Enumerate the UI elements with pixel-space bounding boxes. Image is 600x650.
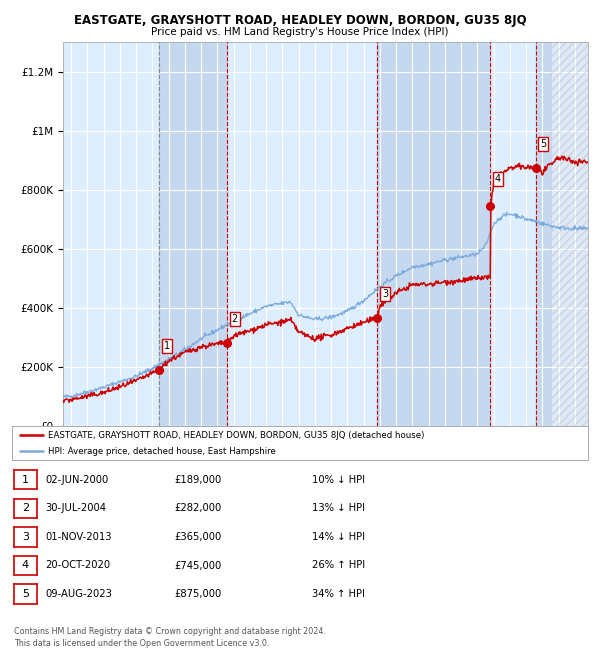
Text: £365,000: £365,000 — [174, 532, 221, 542]
Text: 5: 5 — [22, 589, 29, 599]
Text: 2: 2 — [232, 314, 238, 324]
Text: 01-NOV-2013: 01-NOV-2013 — [45, 532, 112, 542]
Text: Price paid vs. HM Land Registry's House Price Index (HPI): Price paid vs. HM Land Registry's House … — [151, 27, 449, 37]
Text: 14% ↓ HPI: 14% ↓ HPI — [312, 532, 365, 542]
Text: 10% ↓ HPI: 10% ↓ HPI — [312, 474, 365, 485]
Text: 34% ↑ HPI: 34% ↑ HPI — [312, 589, 365, 599]
Text: £875,000: £875,000 — [174, 589, 221, 599]
Text: 1: 1 — [22, 474, 29, 485]
Text: 09-AUG-2023: 09-AUG-2023 — [45, 589, 112, 599]
Text: 02-JUN-2000: 02-JUN-2000 — [45, 474, 108, 485]
Text: 13% ↓ HPI: 13% ↓ HPI — [312, 503, 365, 514]
Text: 4: 4 — [22, 560, 29, 571]
Text: 2: 2 — [22, 503, 29, 514]
Text: 20-OCT-2020: 20-OCT-2020 — [45, 560, 110, 571]
Bar — [551, 42, 591, 426]
Text: 3: 3 — [22, 532, 29, 542]
Text: HPI: Average price, detached house, East Hampshire: HPI: Average price, detached house, East… — [48, 447, 275, 456]
Bar — [159, 42, 227, 426]
Text: EASTGATE, GRAYSHOTT ROAD, HEADLEY DOWN, BORDON, GU35 8JQ (detached house): EASTGATE, GRAYSHOTT ROAD, HEADLEY DOWN, … — [48, 431, 424, 440]
Text: £189,000: £189,000 — [174, 474, 221, 485]
Text: Contains HM Land Registry data © Crown copyright and database right 2024.
This d: Contains HM Land Registry data © Crown c… — [14, 627, 326, 648]
Text: 26% ↑ HPI: 26% ↑ HPI — [312, 560, 365, 571]
Text: 3: 3 — [382, 289, 388, 300]
Text: £282,000: £282,000 — [174, 503, 221, 514]
Text: EASTGATE, GRAYSHOTT ROAD, HEADLEY DOWN, BORDON, GU35 8JQ: EASTGATE, GRAYSHOTT ROAD, HEADLEY DOWN, … — [74, 14, 526, 27]
Text: 30-JUL-2004: 30-JUL-2004 — [45, 503, 106, 514]
Text: 5: 5 — [540, 139, 547, 149]
Bar — [536, 42, 591, 426]
Bar — [377, 42, 490, 426]
Text: £745,000: £745,000 — [174, 560, 221, 571]
Text: 4: 4 — [494, 174, 500, 185]
Text: 1: 1 — [164, 341, 170, 352]
